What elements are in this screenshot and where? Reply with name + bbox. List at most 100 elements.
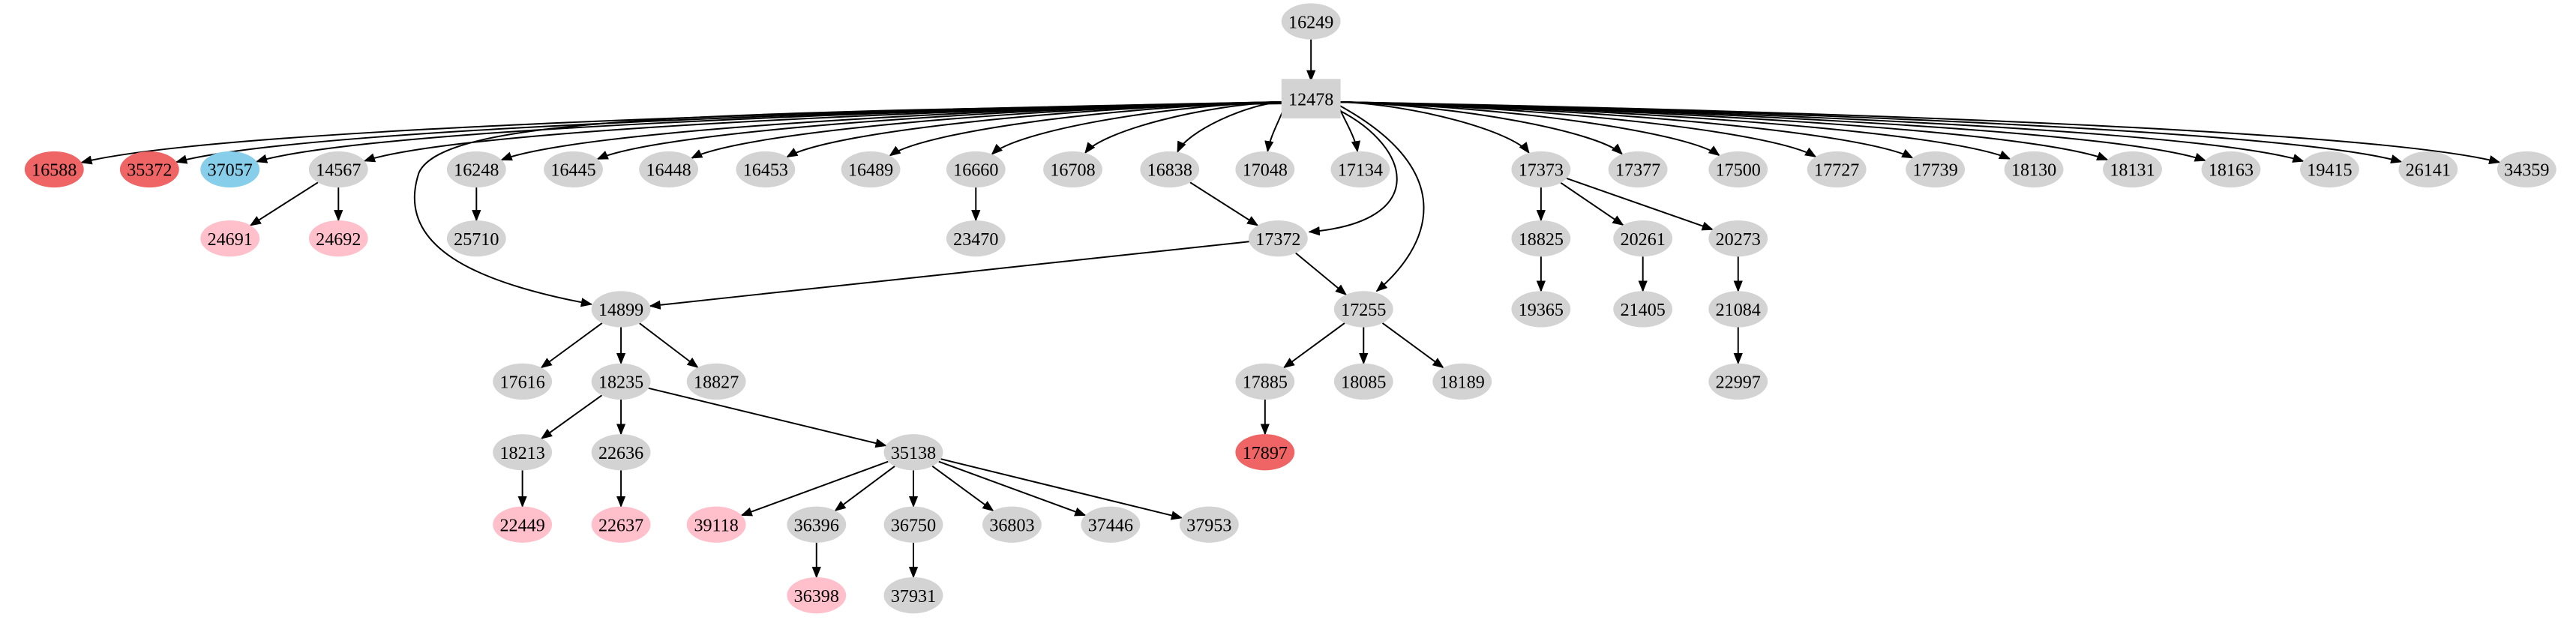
node-shape [591, 363, 651, 400]
node-16708: 16708 [1043, 151, 1102, 188]
node-shape [787, 577, 847, 614]
node-label: 17727 [1814, 161, 1859, 181]
node-17134: 17134 [1330, 151, 1390, 188]
node-16248: 16248 [446, 151, 506, 188]
node-label: 16445 [550, 161, 595, 181]
node-label: 16248 [454, 161, 499, 181]
edge-14899-18827 [639, 322, 699, 369]
node-20261: 20261 [1613, 220, 1673, 257]
node-36398: 36398 [787, 577, 847, 614]
node-shape [1248, 220, 1308, 257]
node-label: 17134 [1338, 161, 1383, 181]
node-20273: 20273 [1708, 220, 1768, 257]
node-17255: 17255 [1333, 291, 1393, 328]
node-17727: 17727 [1807, 151, 1867, 188]
edge-17372-14899 [649, 241, 1249, 310]
node-shape [686, 506, 746, 543]
edge-17372-17255 [1295, 252, 1348, 295]
node-label: 36398 [794, 587, 839, 607]
node-shape [639, 151, 699, 188]
node-shape [1807, 151, 1867, 188]
edge-12478-34359 [1339, 101, 2501, 165]
node-label: 39118 [694, 517, 738, 536]
node-label: 16249 [1288, 13, 1333, 32]
node-shape [119, 151, 179, 188]
node-label: 17255 [1341, 301, 1386, 320]
node-36396: 36396 [787, 506, 847, 543]
node-label: 18213 [500, 444, 545, 463]
node-18163: 18163 [2201, 151, 2261, 188]
node-shape [2299, 151, 2359, 188]
node-label: 36750 [891, 517, 936, 536]
node-shape [883, 434, 943, 471]
node-shape [200, 220, 260, 257]
node-17739: 17739 [1906, 151, 1966, 188]
node-label: 12478 [1288, 90, 1333, 109]
edge-17373-20273 [1566, 178, 1714, 231]
nodes: 16249 12478 16588 35372 37057 14567 16248 16445… [24, 3, 2557, 614]
node-label: 25710 [454, 230, 499, 250]
node-17500: 17500 [1708, 151, 1768, 188]
edge-18235-18213 [540, 394, 603, 439]
node-37931: 37931 [883, 577, 943, 614]
node-shape [1235, 434, 1295, 471]
edge-35138-39118 [740, 460, 889, 517]
node-label: 35372 [127, 161, 172, 181]
edge-17255-17885 [1282, 322, 1345, 369]
node-22636: 22636 [591, 434, 651, 471]
node-label: 22997 [1716, 373, 1761, 393]
node-17372: 17372 [1248, 220, 1308, 257]
node-shape [982, 506, 1042, 543]
edge-35138-37953 [940, 458, 1183, 520]
node-19415: 19415 [2299, 151, 2359, 188]
node-16445: 16445 [544, 151, 603, 188]
edge-14567-24691 [249, 181, 319, 226]
node-label: 36396 [794, 517, 839, 536]
node-shape [1608, 151, 1668, 188]
node-label: 17048 [1243, 161, 1288, 181]
node-17897: 17897 [1235, 434, 1295, 471]
node-shape [1708, 363, 1768, 400]
node-16838: 16838 [1140, 151, 1200, 188]
node-shape [1235, 151, 1295, 188]
node-label: 16838 [1147, 161, 1192, 181]
node-shape [2103, 151, 2162, 188]
node-18235: 18235 [591, 363, 651, 400]
node-shape [591, 434, 651, 471]
node-label: 17885 [1243, 373, 1288, 393]
node-shape [1708, 220, 1768, 257]
node-label: 26141 [2406, 161, 2451, 181]
node-label: 20261 [1621, 230, 1666, 250]
node-24692: 24692 [308, 220, 368, 257]
node-shape [446, 151, 506, 188]
node-17377: 17377 [1608, 151, 1668, 188]
node-shape [446, 220, 506, 257]
edge-12478-16838 [1177, 101, 1283, 154]
edge-12478-17373 [1339, 101, 1530, 154]
node-37057: 37057 [200, 151, 260, 188]
node-label: 37446 [1088, 517, 1133, 536]
node-label: 36803 [989, 517, 1034, 536]
node-17048: 17048 [1235, 151, 1295, 188]
node-shape [2004, 151, 2064, 188]
node-shape [1333, 291, 1393, 328]
node-shape [1081, 506, 1141, 543]
node-shape [1613, 291, 1673, 328]
node-16489: 16489 [841, 151, 901, 188]
node-label: 17616 [500, 373, 545, 393]
node-37953: 37953 [1179, 506, 1239, 543]
edge-17373-20261 [1560, 182, 1624, 226]
node-18213: 18213 [493, 434, 553, 471]
node-shape [2497, 151, 2557, 188]
node-18827: 18827 [686, 363, 746, 400]
node-shape [493, 363, 553, 400]
node-21405: 21405 [1613, 291, 1673, 328]
node-26141: 26141 [2398, 151, 2458, 188]
node-label: 16660 [953, 161, 998, 181]
node-label: 21084 [1716, 301, 1761, 320]
node-shape [2201, 151, 2261, 188]
node-label: 35138 [891, 444, 936, 463]
edge-12478-17255 [1338, 104, 1425, 292]
node-label: 23470 [953, 230, 998, 250]
